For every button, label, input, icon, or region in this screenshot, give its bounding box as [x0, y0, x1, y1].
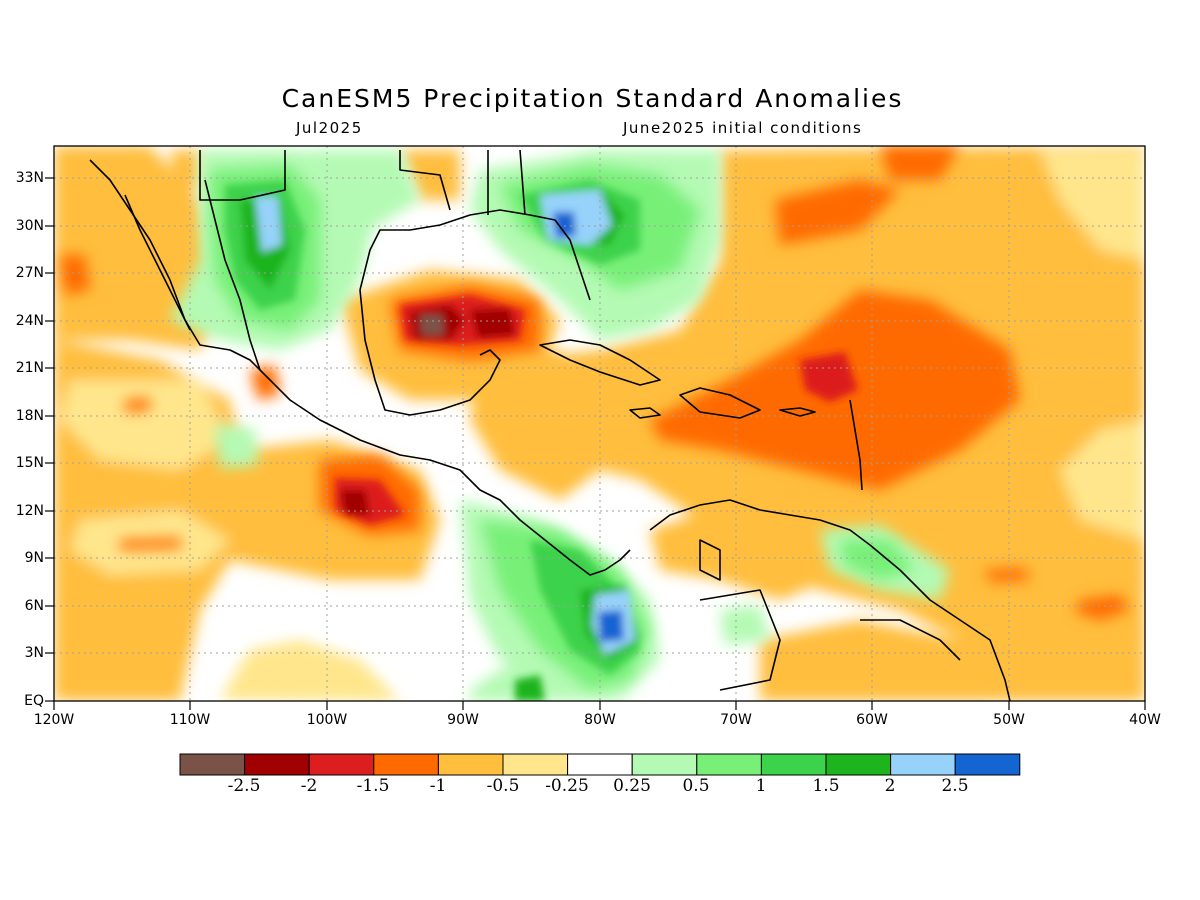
coastlines	[89, 149, 1011, 701]
tick-marks	[45, 177, 1146, 710]
lon-label: 100W	[306, 712, 348, 728]
colorbar-swatch	[631, 753, 698, 776]
colorbar-swatch	[825, 753, 892, 776]
colorbar-label: 1	[755, 776, 767, 796]
colorbar-swatch	[890, 753, 956, 776]
lon-label: 90W	[447, 712, 479, 728]
lon-label: 70W	[720, 712, 752, 728]
lat-label: 27N	[15, 265, 44, 281]
lat-label: 3N	[24, 645, 44, 661]
lat-label: 18N	[15, 408, 44, 424]
colorbar-swatch	[373, 753, 439, 776]
lon-label: 60W	[856, 712, 888, 728]
lat-label: 33N	[15, 170, 44, 186]
colorbar-label: -1.5	[356, 776, 390, 796]
colorbar-label: -0.25	[545, 776, 589, 796]
lat-label: 6N	[24, 598, 44, 614]
anomaly-field	[54, 146, 1145, 701]
lat-label: 15N	[15, 455, 44, 471]
colorbar-label: -1	[429, 776, 447, 796]
colorbar-label: 2.5	[941, 776, 969, 796]
colorbar	[179, 753, 1021, 776]
colorbar-swatch	[308, 753, 375, 776]
colorbar-label: 2	[884, 776, 896, 796]
colorbar-label: -2.5	[227, 776, 261, 796]
lon-label: 40W	[1129, 712, 1161, 728]
colorbar-label: 0.25	[613, 776, 651, 796]
forecast-month: Jul2025	[296, 119, 363, 137]
colorbar-label: -0.5	[486, 776, 520, 796]
colorbar-label: 0.5	[682, 776, 710, 796]
lon-label: 80W	[584, 712, 616, 728]
lon-label: 50W	[993, 712, 1025, 728]
lat-label: 21N	[15, 360, 44, 376]
lat-label: 30N	[15, 218, 44, 234]
colorbar-swatch	[696, 753, 762, 776]
colorbar-label: 1.5	[812, 776, 840, 796]
lat-label: 24N	[15, 313, 44, 329]
colorbar-swatch	[437, 753, 504, 776]
colorbar-swatch	[954, 753, 1021, 776]
colorbar-label: -2	[300, 776, 318, 796]
map-title: CanESM5 Precipitation Standard Anomalies	[281, 84, 904, 113]
lat-label: 12N	[15, 503, 44, 519]
colorbar-swatch	[567, 753, 633, 776]
colorbar-swatch	[244, 753, 310, 776]
lon-label: 120W	[33, 712, 75, 728]
colorbar-swatch	[760, 753, 827, 776]
initial-conditions-label: June2025 initial conditions	[623, 119, 863, 137]
colorbar-swatch	[179, 753, 246, 776]
lon-label: 110W	[169, 712, 211, 728]
colorbar-swatch	[502, 753, 569, 776]
lat-label: EQ	[24, 693, 44, 709]
lat-label: 9N	[24, 550, 44, 566]
